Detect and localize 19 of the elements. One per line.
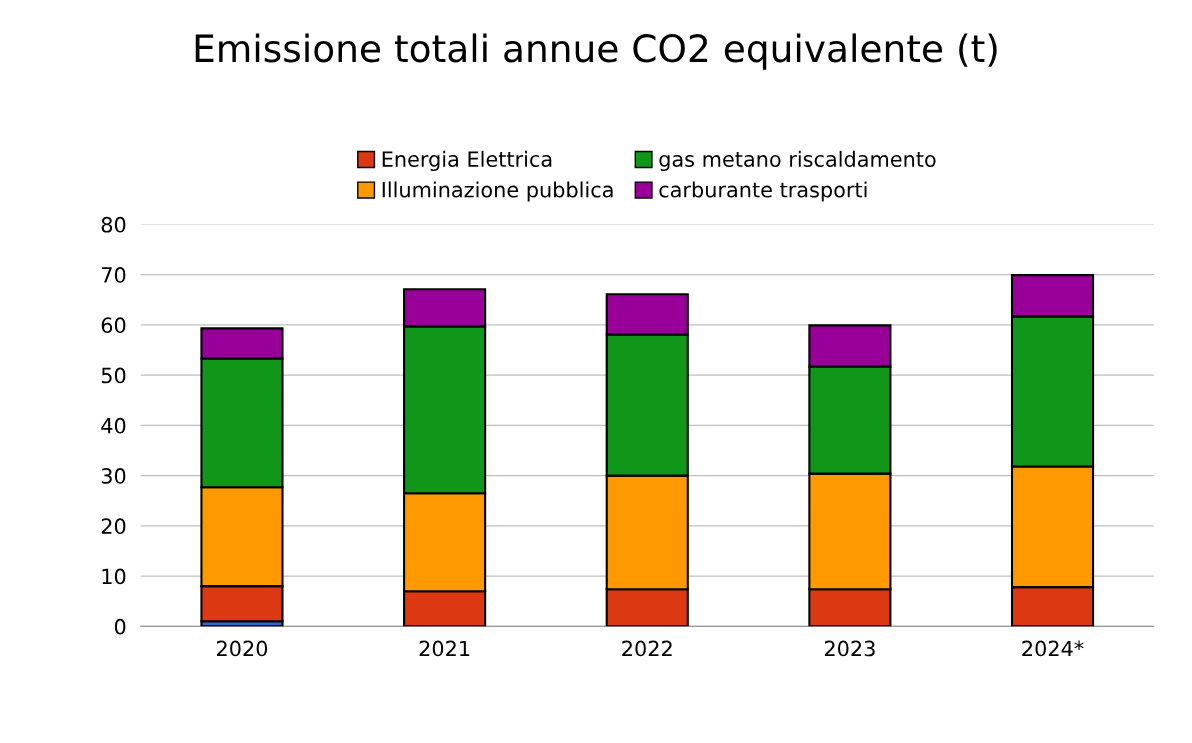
legend-label: gas metano riscaldamento [659,150,936,172]
legend-label: Illuminazione pubblica [382,181,613,202]
y-tick-label: 40 [101,417,126,434]
legend-label: Energia Elettrica [382,150,552,172]
chart-title: Emissione totali annue CO2 equivalente (t) [195,33,997,70]
y-tick-label: 70 [101,267,126,283]
x-tick-label: 2022 [622,640,672,657]
y-tick-label: 50 [101,367,126,384]
x-tick-label: 2024* [1022,640,1084,657]
y-tick-label: 80 [101,216,126,233]
legend-label: carburante trasporti [659,181,867,202]
y-tick-label: 20 [101,518,126,535]
y-tick-label: 60 [101,317,126,334]
x-tick-label: 2021 [419,640,470,657]
x-tick-label: 2023 [824,640,875,657]
y-tick-label: 10 [102,568,126,585]
x-tick-label: 2020 [216,640,268,657]
y-tick-label: 30 [101,468,126,484]
y-tick-label: 0 [114,618,126,635]
